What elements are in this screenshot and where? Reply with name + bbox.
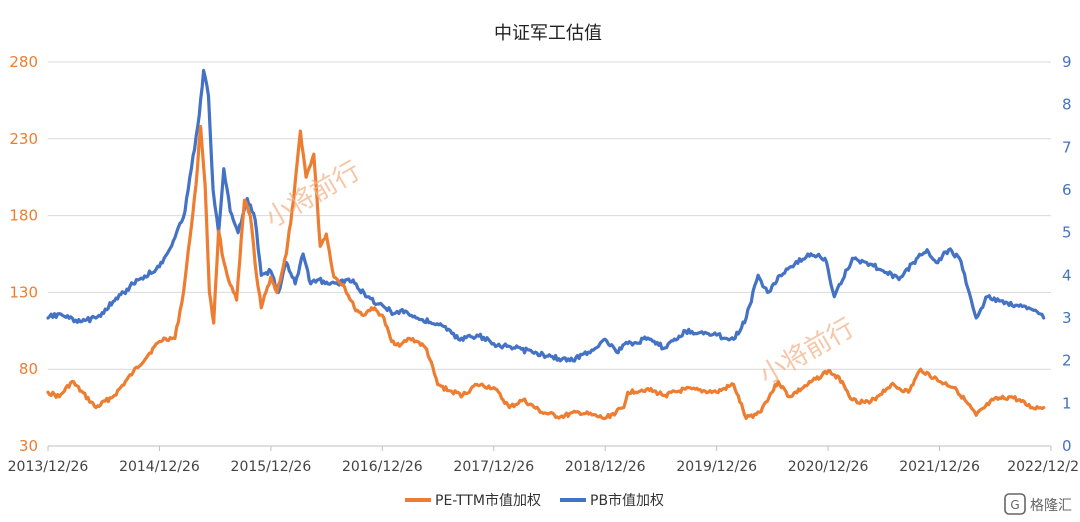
left-tick-label: 80 (19, 360, 38, 378)
left-tick-label: 280 (9, 53, 38, 71)
x-tick-label: 2014/12/26 (119, 459, 200, 475)
right-y-axis: 9 8 7 6 5 4 3 2 1 0 (1062, 53, 1072, 455)
right-tick-label: 4 (1062, 266, 1072, 284)
right-tick-label: 5 (1062, 224, 1072, 242)
series-lines (46, 68, 1046, 421)
x-tick-label: 2013/12/26 (8, 459, 89, 475)
x-tick-label: 2017/12/26 (453, 459, 534, 475)
x-tick-label: 2019/12/26 (676, 459, 757, 475)
left-y-axis: 280 230 180 130 80 30 (9, 53, 38, 455)
watermark-group: 小将前行 小将前行 (261, 156, 860, 391)
x-tick-label: 2021/12/26 (899, 459, 980, 475)
logo-glyph: G (1010, 498, 1019, 512)
watermark-1: 小将前行 (261, 156, 366, 234)
left-tick-label: 30 (19, 437, 38, 455)
chart-title: 中证军工估值 (494, 23, 602, 44)
legend: PE-TTM市值加权 PB市值加权 (405, 492, 664, 509)
right-tick-label: 0 (1062, 437, 1072, 455)
right-tick-label: 8 (1062, 96, 1072, 114)
x-tick-label: 2016/12/26 (342, 459, 423, 475)
right-tick-label: 2 (1062, 352, 1072, 370)
left-tick-label: 180 (9, 207, 38, 225)
series-line-pb (46, 68, 1046, 363)
logo-icon (1004, 493, 1026, 515)
x-tick-label: 2020/12/26 (788, 459, 869, 475)
x-axis: 2013/12/26 2014/12/26 2015/12/26 2016/12/26… (8, 445, 1079, 475)
x-tick-label: 2015/12/26 (231, 459, 312, 475)
left-tick-label: 130 (9, 283, 38, 301)
right-tick-label: 7 (1062, 138, 1072, 156)
x-tick-label: 2022/12/2 (1007, 459, 1079, 475)
left-tick-label: 230 (9, 130, 38, 148)
legend-label: PB市值加权 (590, 492, 664, 509)
brand-logo: G 格隆汇 (1004, 493, 1072, 515)
right-tick-label: 1 (1062, 394, 1072, 412)
right-tick-label: 6 (1062, 181, 1072, 199)
x-tick-label: 2018/12/26 (565, 459, 646, 475)
series-line-pe-ttm (46, 124, 1046, 421)
logo-text: 格隆汇 (1030, 498, 1072, 514)
right-tick-label: 9 (1062, 53, 1072, 71)
watermark-2: 小将前行 (755, 313, 860, 391)
right-tick-label: 3 (1062, 309, 1072, 327)
legend-label: PE-TTM市值加权 (435, 492, 541, 509)
